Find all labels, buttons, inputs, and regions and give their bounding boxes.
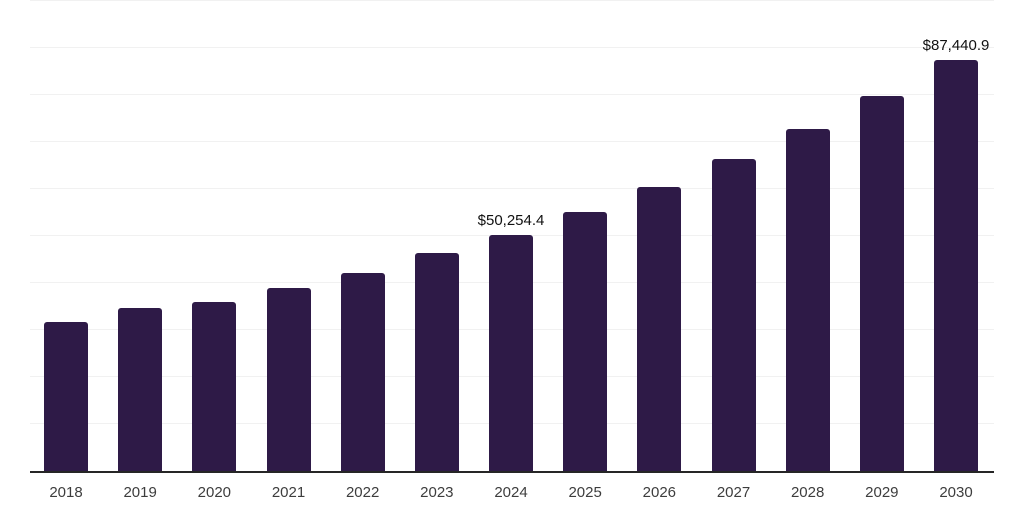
x-tick-label-2025: 2025 [568,484,602,501]
x-tick-label-2020: 2020 [197,484,232,501]
gridline [30,0,994,1]
bar-2018 [44,321,88,471]
x-tick-label-2027: 2027 [716,484,751,501]
bar-2024 [489,234,533,471]
gridline [30,141,994,142]
x-tick-label-2029: 2029 [865,484,899,501]
x-tick-label-2018: 2018 [49,484,83,501]
bar-2019 [118,307,163,471]
bar-2022 [340,273,385,471]
bar-2028 [785,129,830,471]
bar-2020 [192,301,237,471]
gridline [30,188,994,189]
value-label-2030: $87,440.9 [922,37,990,55]
gridline [30,94,994,95]
bar-2029 [859,96,904,471]
x-tick-label-2028: 2028 [790,484,825,501]
x-tick-label-2026: 2026 [642,484,677,501]
gridline [30,47,994,48]
x-tick-label-2021: 2021 [271,484,306,501]
bar-2026 [637,187,682,471]
x-tick-label-2022: 2022 [345,484,380,501]
value-label-2024: $50,254.4 [477,211,545,229]
bar-2027 [711,159,756,471]
x-tick-label-2023: 2023 [420,484,454,501]
bar-2023 [414,253,459,471]
x-tick-label-2019: 2019 [123,484,157,501]
bar-2030 [934,60,978,471]
x-tick-label-2030: 2030 [939,484,973,501]
bar-2025 [563,212,608,471]
x-tick-label-2024: 2024 [494,484,528,501]
bar-2021 [266,288,311,471]
x-axis: 2018 2019 2020 2021 2022 2023 2024 2025 2026 2027… [30,484,994,504]
plot-area: $50,254.4 $87,440.9 [30,0,994,473]
